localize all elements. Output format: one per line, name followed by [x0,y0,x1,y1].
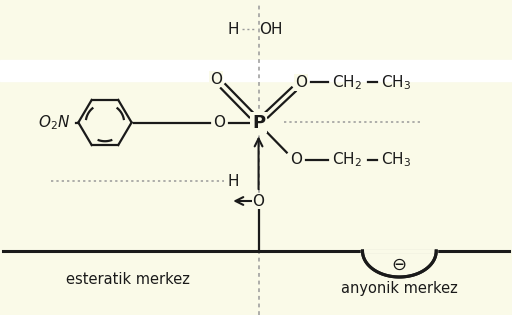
Text: anyonik merkez: anyonik merkez [341,282,458,296]
Text: H: H [227,174,239,188]
Text: $\mathrm{CH_3}$: $\mathrm{CH_3}$ [381,73,411,92]
Text: $\mathrm{CH_2}$: $\mathrm{CH_2}$ [332,151,361,169]
Text: H: H [227,21,239,37]
Bar [0,60,512,81]
Text: O: O [213,115,225,130]
Text: $O_2N$: $O_2N$ [38,113,71,132]
Text: P: P [252,113,265,131]
Text: $\mathrm{CH_2}$: $\mathrm{CH_2}$ [332,73,361,92]
Text: O: O [290,152,302,168]
Text: OH: OH [260,21,283,37]
Text: ⊖: ⊖ [392,255,407,273]
Text: O: O [210,72,222,87]
Text: esteratik merkez: esteratik merkez [66,272,190,287]
Text: $\mathrm{CH_3}$: $\mathrm{CH_3}$ [381,151,411,169]
Text: O: O [252,193,265,209]
Text: O: O [295,75,307,90]
